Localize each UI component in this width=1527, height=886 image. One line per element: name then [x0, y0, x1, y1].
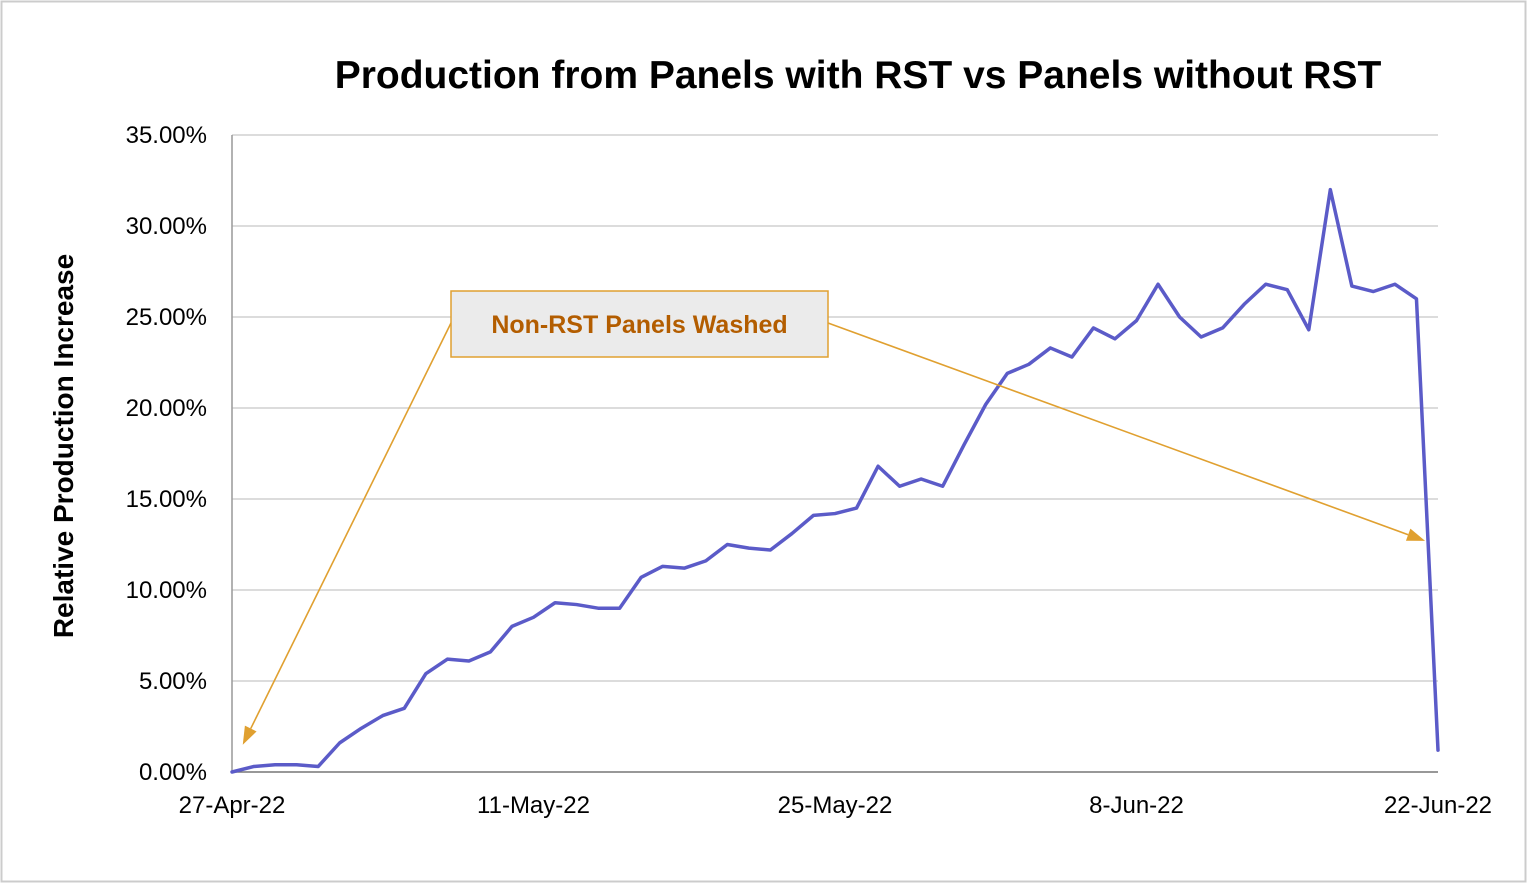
gridlines	[232, 134, 1438, 682]
y-tick-label: 30.00%	[126, 213, 207, 240]
series-layer	[230, 187, 1440, 774]
x-tick-label: 22-Jun-22	[1384, 792, 1492, 819]
annotation-arrowhead	[242, 725, 257, 745]
annotation-arrow-line	[250, 322, 452, 729]
y-tick-label: 5.00%	[139, 668, 207, 695]
y-tick-label: 35.00%	[126, 122, 207, 149]
y-tick-label: 25.00%	[126, 304, 207, 331]
annotation-box	[450, 290, 829, 358]
series-line	[230, 187, 1440, 774]
y-tick-label: 15.00%	[126, 486, 207, 513]
y-tick-labels: 0.00% 5.00% 10.00% 15.00% 20.00% 25.00% 30.00%…	[126, 122, 207, 786]
x-tick-label: 25-May-22	[778, 792, 893, 819]
chart-title: Production from Panels with RST vs Panel…	[335, 54, 1382, 97]
x-tick-label: 11-May-22	[477, 792, 590, 819]
axes	[231, 135, 1438, 773]
annotation-arrow-line	[827, 322, 1409, 536]
annotation-arrowhead	[1405, 528, 1426, 541]
y-tick-label: 0.00%	[139, 759, 207, 786]
x-tick-label: 27-Apr-22	[179, 792, 286, 819]
y-tick-label: 20.00%	[126, 395, 207, 422]
y-axis-label: Relative Production Increase	[48, 254, 79, 638]
annotation-layer: Non-RST Panels Washed	[242, 290, 1426, 745]
x-tick-labels: 27-Apr-22 11-May-22 25-May-22 8-Jun-22 22-Ju…	[179, 792, 1492, 819]
x-tick-label: 8-Jun-22	[1089, 792, 1184, 819]
y-tick-label: 10.00%	[126, 577, 207, 604]
annotation-label: Non-RST Panels Washed	[491, 311, 787, 339]
